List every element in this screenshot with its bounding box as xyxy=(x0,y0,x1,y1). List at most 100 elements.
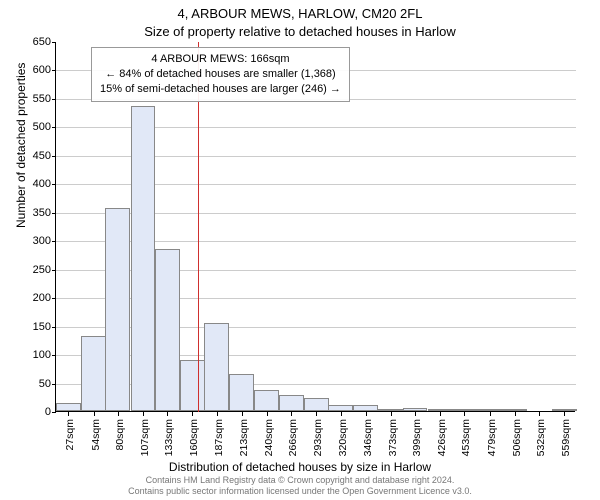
xtick-mark xyxy=(267,412,268,416)
ytick-mark xyxy=(52,412,56,413)
footer-line1: Contains HM Land Registry data © Crown c… xyxy=(0,475,600,486)
ytick-label: 300 xyxy=(11,235,51,247)
ytick-label: 150 xyxy=(11,321,51,333)
xtick-label: 453sqm xyxy=(460,419,472,456)
xtick-label: 160sqm xyxy=(188,419,200,456)
ytick-mark xyxy=(52,355,56,356)
chart-title-line2: Size of property relative to detached ho… xyxy=(0,24,600,39)
ytick-mark xyxy=(52,384,56,385)
ytick-label: 100 xyxy=(11,349,51,361)
ytick-mark xyxy=(52,184,56,185)
xtick-label: 320sqm xyxy=(337,419,349,456)
histogram-bar xyxy=(304,398,329,411)
xtick-label: 54sqm xyxy=(90,419,102,451)
ytick-mark xyxy=(52,241,56,242)
xtick-label: 293sqm xyxy=(312,419,324,456)
histogram-bar xyxy=(477,409,502,411)
xtick-mark xyxy=(341,412,342,416)
xtick-label: 532sqm xyxy=(535,419,547,456)
plot-area: 0501001502002503003504004505005506006502… xyxy=(55,42,575,412)
ytick-label: 50 xyxy=(11,378,51,390)
xtick-mark xyxy=(366,412,367,416)
histogram-bar xyxy=(254,390,279,411)
xtick-mark xyxy=(490,412,491,416)
info-box-line: ← 84% of detached houses are smaller (1,… xyxy=(100,67,341,82)
histogram-bar xyxy=(378,409,403,411)
info-box-line: 15% of semi-detached houses are larger (… xyxy=(100,82,341,97)
xtick-label: 213sqm xyxy=(238,419,250,456)
xtick-label: 426sqm xyxy=(436,419,448,456)
xtick-label: 27sqm xyxy=(64,419,76,451)
histogram-bar xyxy=(105,208,130,411)
xtick-label: 506sqm xyxy=(511,419,523,456)
xtick-mark xyxy=(291,412,292,416)
xtick-mark xyxy=(391,412,392,416)
histogram-bar xyxy=(229,374,254,411)
histogram-bar xyxy=(279,395,304,411)
xtick-label: 133sqm xyxy=(163,419,175,456)
histogram-bar xyxy=(353,405,378,411)
xtick-mark xyxy=(167,412,168,416)
ytick-label: 550 xyxy=(11,93,51,105)
histogram-bar xyxy=(56,403,81,411)
ytick-mark xyxy=(52,70,56,71)
ytick-label: 350 xyxy=(11,207,51,219)
info-box-line: 4 ARBOUR MEWS: 166sqm xyxy=(100,52,341,67)
ytick-mark xyxy=(52,213,56,214)
xtick-label: 240sqm xyxy=(263,419,275,456)
xtick-mark xyxy=(118,412,119,416)
chart-title-line1: 4, ARBOUR MEWS, HARLOW, CM20 2FL xyxy=(0,6,600,21)
ytick-label: 450 xyxy=(11,150,51,162)
xtick-mark xyxy=(242,412,243,416)
ytick-label: 200 xyxy=(11,292,51,304)
xtick-label: 107sqm xyxy=(139,419,151,456)
xtick-mark xyxy=(539,412,540,416)
ytick-mark xyxy=(52,270,56,271)
xtick-mark xyxy=(217,412,218,416)
ytick-mark xyxy=(52,99,56,100)
histogram-bar xyxy=(328,405,353,411)
xtick-mark xyxy=(464,412,465,416)
ytick-mark xyxy=(52,127,56,128)
xtick-label: 266sqm xyxy=(287,419,299,456)
ytick-mark xyxy=(52,156,56,157)
xtick-mark xyxy=(440,412,441,416)
xtick-mark xyxy=(68,412,69,416)
chart-footer: Contains HM Land Registry data © Crown c… xyxy=(0,475,600,497)
ytick-label: 250 xyxy=(11,264,51,276)
ytick-label: 400 xyxy=(11,178,51,190)
xtick-mark xyxy=(316,412,317,416)
xtick-label: 373sqm xyxy=(387,419,399,456)
histogram-bar xyxy=(428,409,453,411)
xtick-label: 559sqm xyxy=(560,419,572,456)
info-box: 4 ARBOUR MEWS: 166sqm← 84% of detached h… xyxy=(91,47,350,102)
xtick-mark xyxy=(564,412,565,416)
xtick-mark xyxy=(515,412,516,416)
histogram-bar xyxy=(131,106,156,411)
histogram-bar xyxy=(452,409,477,411)
ytick-label: 500 xyxy=(11,121,51,133)
xtick-mark xyxy=(415,412,416,416)
histogram-bar xyxy=(155,249,180,411)
ytick-mark xyxy=(52,42,56,43)
xtick-mark xyxy=(143,412,144,416)
histogram-bar xyxy=(403,408,428,411)
xtick-mark xyxy=(94,412,95,416)
xtick-label: 346sqm xyxy=(362,419,374,456)
xtick-label: 187sqm xyxy=(213,419,225,456)
ytick-label: 600 xyxy=(11,64,51,76)
histogram-bar xyxy=(180,360,205,411)
ytick-label: 0 xyxy=(11,406,51,418)
footer-line2: Contains public sector information licen… xyxy=(0,486,600,497)
x-axis-label: Distribution of detached houses by size … xyxy=(0,460,600,474)
xtick-label: 479sqm xyxy=(486,419,498,456)
y-axis-label: Number of detached properties xyxy=(14,63,28,228)
xtick-label: 80sqm xyxy=(114,419,126,451)
ytick-mark xyxy=(52,298,56,299)
xtick-mark xyxy=(192,412,193,416)
histogram-bar xyxy=(502,409,527,411)
ytick-label: 650 xyxy=(11,36,51,48)
plot-inner: 0501001502002503003504004505005506006502… xyxy=(55,42,575,412)
histogram-bar xyxy=(552,409,577,411)
ytick-mark xyxy=(52,327,56,328)
